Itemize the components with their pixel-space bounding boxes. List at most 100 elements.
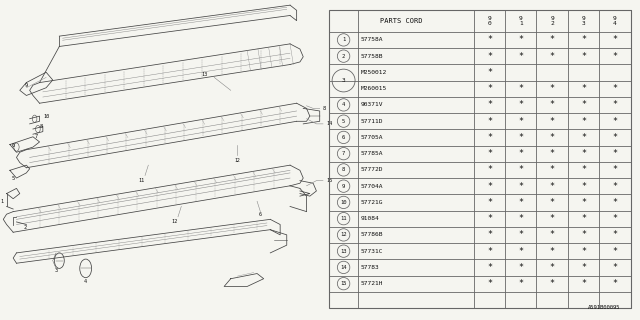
Text: *: * (581, 165, 586, 174)
Text: 3: 3 (54, 268, 58, 274)
Text: 10: 10 (43, 114, 49, 119)
Text: 6: 6 (12, 143, 15, 148)
Text: *: * (550, 198, 555, 207)
Text: *: * (550, 133, 555, 142)
Text: *: * (487, 149, 492, 158)
Text: *: * (581, 279, 586, 288)
Text: *: * (487, 165, 492, 174)
Text: 90371V: 90371V (361, 102, 383, 108)
Text: *: * (612, 230, 618, 239)
Text: *: * (581, 198, 586, 207)
Text: 57705A: 57705A (361, 135, 383, 140)
Text: *: * (612, 247, 618, 256)
Text: PARTS CORD: PARTS CORD (380, 18, 423, 24)
Text: *: * (612, 36, 618, 44)
Text: M260015: M260015 (361, 86, 387, 91)
Text: 2: 2 (342, 54, 345, 59)
Text: 11: 11 (340, 216, 347, 221)
Text: *: * (612, 263, 618, 272)
Text: *: * (550, 247, 555, 256)
Text: *: * (487, 230, 492, 239)
Text: *: * (518, 230, 524, 239)
Text: 9: 9 (25, 83, 28, 88)
Text: *: * (612, 279, 618, 288)
Text: *: * (487, 263, 492, 272)
Text: 14: 14 (326, 121, 333, 126)
Text: 7: 7 (342, 151, 345, 156)
Text: *: * (581, 182, 586, 191)
Text: *: * (550, 214, 555, 223)
Text: 8: 8 (323, 106, 326, 111)
Text: 9
3: 9 3 (582, 16, 586, 26)
Text: *: * (487, 117, 492, 126)
Text: 6: 6 (259, 212, 262, 217)
Text: 9
1: 9 1 (519, 16, 523, 26)
Text: *: * (518, 214, 524, 223)
Text: *: * (550, 117, 555, 126)
Text: 12: 12 (340, 232, 347, 237)
Text: *: * (550, 84, 555, 93)
Text: *: * (487, 84, 492, 93)
Text: *: * (518, 165, 524, 174)
Text: *: * (612, 214, 618, 223)
Text: *: * (487, 36, 492, 44)
Text: *: * (581, 149, 586, 158)
Text: 8: 8 (342, 167, 345, 172)
Text: *: * (612, 149, 618, 158)
Text: *: * (581, 214, 586, 223)
Text: *: * (487, 182, 492, 191)
Text: 14: 14 (340, 265, 347, 270)
Text: *: * (518, 198, 524, 207)
Text: *: * (518, 182, 524, 191)
Text: 9: 9 (342, 184, 345, 189)
Text: *: * (612, 117, 618, 126)
Text: 1: 1 (0, 199, 3, 204)
Text: 5: 5 (342, 119, 345, 124)
Text: 12: 12 (234, 157, 240, 163)
Text: 57785A: 57785A (361, 151, 383, 156)
Text: *: * (612, 100, 618, 109)
Text: 11: 11 (139, 178, 145, 183)
Text: M250012: M250012 (361, 70, 387, 75)
Text: *: * (612, 198, 618, 207)
Text: *: * (612, 133, 618, 142)
Text: *: * (581, 263, 586, 272)
Text: *: * (612, 165, 618, 174)
Text: 1: 1 (342, 37, 345, 43)
Text: 57721H: 57721H (361, 281, 383, 286)
Text: *: * (518, 117, 524, 126)
Text: *: * (518, 36, 524, 44)
Text: *: * (518, 247, 524, 256)
Text: *: * (518, 84, 524, 93)
Text: 15: 15 (340, 281, 347, 286)
Text: *: * (550, 165, 555, 174)
Text: *: * (581, 133, 586, 142)
Text: *: * (550, 263, 555, 272)
Text: *: * (487, 100, 492, 109)
Text: *: * (487, 198, 492, 207)
Text: *: * (581, 100, 586, 109)
Text: 9
4: 9 4 (613, 16, 617, 26)
Text: 2: 2 (23, 225, 26, 229)
Text: 6: 6 (342, 135, 345, 140)
Text: *: * (518, 263, 524, 272)
Text: *: * (612, 182, 618, 191)
Text: 5: 5 (12, 176, 15, 180)
Text: A591B00095: A591B00095 (588, 305, 621, 310)
Text: 9
2: 9 2 (550, 16, 554, 26)
Text: *: * (581, 36, 586, 44)
Text: 13: 13 (340, 249, 347, 254)
Text: 57711D: 57711D (361, 119, 383, 124)
Text: *: * (487, 214, 492, 223)
Text: 12: 12 (172, 220, 178, 224)
Text: 10: 10 (340, 200, 347, 205)
Text: 57758B: 57758B (361, 54, 383, 59)
Text: *: * (612, 84, 618, 93)
Text: *: * (487, 68, 492, 77)
Text: *: * (581, 247, 586, 256)
Text: 57731C: 57731C (361, 249, 383, 254)
Text: *: * (518, 133, 524, 142)
Text: 8: 8 (40, 124, 43, 129)
Text: *: * (550, 52, 555, 61)
Text: *: * (518, 100, 524, 109)
